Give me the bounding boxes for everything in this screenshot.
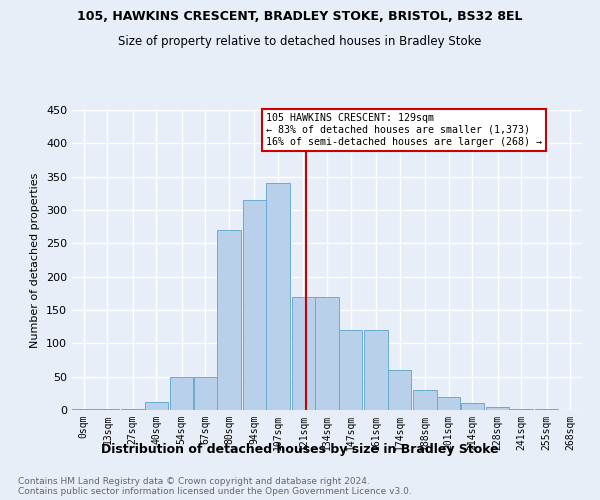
Bar — [266, 184, 290, 410]
Bar — [437, 396, 460, 410]
Text: Contains public sector information licensed under the Open Government Licence v3: Contains public sector information licen… — [18, 488, 412, 496]
Bar — [339, 330, 362, 410]
Bar — [388, 370, 411, 410]
Bar — [364, 330, 388, 410]
Bar — [243, 200, 266, 410]
Bar — [217, 230, 241, 410]
Text: 105, HAWKINS CRESCENT, BRADLEY STOKE, BRISTOL, BS32 8EL: 105, HAWKINS CRESCENT, BRADLEY STOKE, BR… — [77, 10, 523, 23]
Text: 105 HAWKINS CRESCENT: 129sqm
← 83% of detached houses are smaller (1,373)
16% of: 105 HAWKINS CRESCENT: 129sqm ← 83% of de… — [266, 114, 542, 146]
Bar — [535, 408, 558, 410]
Y-axis label: Number of detached properties: Number of detached properties — [31, 172, 40, 348]
Bar — [194, 376, 217, 410]
Bar — [486, 406, 509, 410]
Bar — [316, 296, 338, 410]
Bar — [170, 376, 193, 410]
Bar — [96, 408, 119, 410]
Bar — [121, 408, 145, 410]
Bar — [413, 390, 437, 410]
Text: Distribution of detached houses by size in Bradley Stoke: Distribution of detached houses by size … — [101, 442, 499, 456]
Bar — [292, 296, 315, 410]
Bar — [509, 408, 533, 410]
Bar — [72, 408, 95, 410]
Text: Size of property relative to detached houses in Bradley Stoke: Size of property relative to detached ho… — [118, 35, 482, 48]
Bar — [461, 404, 484, 410]
Text: Contains HM Land Registry data © Crown copyright and database right 2024.: Contains HM Land Registry data © Crown c… — [18, 478, 370, 486]
Bar — [145, 402, 168, 410]
